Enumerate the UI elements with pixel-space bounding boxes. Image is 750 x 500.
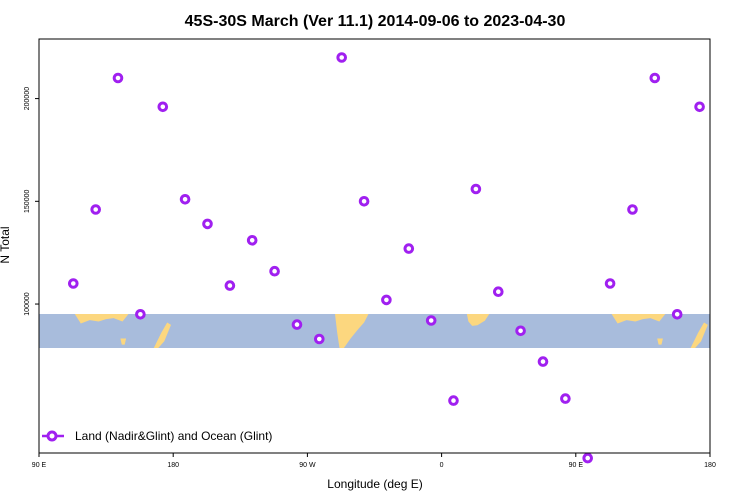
plot-frame	[38, 38, 711, 454]
x-tick-label: 180	[704, 462, 716, 469]
land-australia	[611, 314, 666, 324]
legend: Land (Nadir&Glint) and Ocean (Glint)	[42, 429, 272, 443]
legend-marker	[46, 430, 58, 442]
x-tick-label: 180	[167, 462, 179, 469]
y-tick-label: 150000	[24, 190, 31, 213]
land-new-zealand	[690, 322, 708, 348]
legend-label: Land (Nadir&Glint) and Ocean (Glint)	[75, 429, 272, 443]
data-point	[90, 204, 101, 215]
data-point	[448, 395, 459, 406]
x-axis-label: Longitude (deg E)	[327, 477, 422, 491]
data-point	[291, 319, 303, 330]
data-point	[269, 265, 280, 277]
world-map-band	[39, 314, 710, 348]
data-point	[671, 309, 683, 320]
x-axis-ticks: 90 E 180 90 W 0 90 E 180	[32, 453, 716, 469]
data-point	[694, 101, 705, 113]
chart-title: 45S-30S March (Ver 11.1) 2014-09-06 to 2…	[185, 13, 566, 30]
data-point	[135, 309, 146, 320]
x-tick-label: 90 E	[569, 462, 584, 469]
data-point	[403, 243, 415, 254]
data-point	[604, 278, 616, 289]
data-point	[246, 235, 258, 246]
data-point	[537, 356, 549, 367]
data-point	[179, 194, 191, 205]
data-point	[314, 333, 325, 345]
data-point	[336, 52, 348, 63]
data-point	[68, 278, 79, 289]
data-point	[381, 294, 392, 306]
x-tick-label: 0	[440, 462, 444, 469]
data-points	[68, 52, 705, 464]
data-point	[627, 204, 638, 215]
land-south-america	[335, 314, 369, 348]
land-tasmania	[657, 338, 663, 345]
y-axis-ticks: 100000 150000 200000	[24, 87, 39, 316]
land-new-zealand	[153, 322, 171, 348]
data-point	[560, 393, 571, 404]
y-tick-label: 200000	[24, 87, 31, 110]
data-point	[470, 183, 482, 195]
data-point	[112, 72, 124, 84]
data-point	[224, 280, 236, 291]
data-point	[358, 196, 370, 207]
data-point	[202, 218, 213, 230]
x-tick-label: 90 E	[32, 462, 47, 469]
data-point	[425, 315, 437, 326]
ocean-band	[39, 314, 710, 348]
land-australia	[74, 314, 129, 324]
x-tick-label: 90 W	[299, 462, 316, 469]
data-point	[493, 286, 504, 298]
data-point	[582, 452, 594, 464]
data-point	[649, 72, 661, 84]
data-point	[515, 325, 526, 337]
data-point	[157, 101, 169, 113]
land-south-africa	[466, 314, 490, 326]
y-tick-label: 100000	[24, 292, 31, 315]
y-axis-label: N Total	[0, 226, 12, 263]
land-tasmania	[120, 338, 127, 345]
